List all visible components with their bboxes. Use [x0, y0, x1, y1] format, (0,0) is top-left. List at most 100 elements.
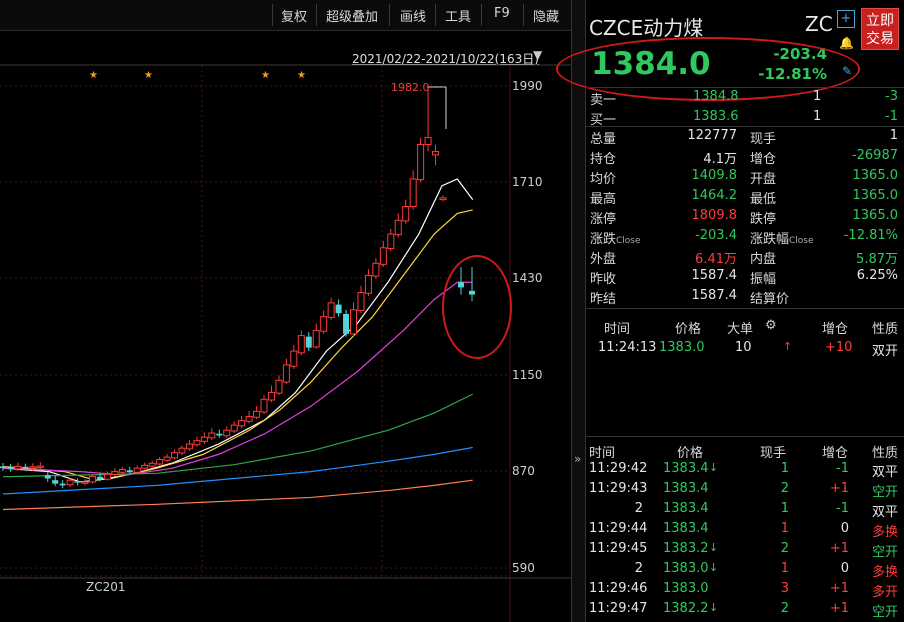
- event-star-icon[interactable]: ★: [261, 70, 270, 81]
- tick-type: 双平: [872, 465, 899, 480]
- tick-row[interactable]: 11:29:42 1383.4 ↓ 1 -1 双平: [585, 460, 904, 480]
- candle-body: [282, 364, 290, 383]
- candle-body: [118, 469, 126, 473]
- panel-divider[interactable]: [571, 0, 586, 622]
- stat-row: 均价 1409.8 开盘 1365.0: [585, 167, 904, 187]
- tick-row[interactable]: 2 1383.4 1 -1 双平: [585, 500, 904, 520]
- candle-body: [327, 302, 335, 318]
- stat-label: 涨跌幅Close: [750, 232, 814, 247]
- stat-label: 涨跌Close: [590, 232, 641, 247]
- candle-body: [96, 476, 103, 480]
- stat-label: 结算价: [750, 292, 790, 307]
- expand-arrow-icon[interactable]: »: [574, 452, 582, 466]
- stat-row: 昨收 1587.4 振幅 6.25%: [585, 267, 904, 287]
- candle-body: [267, 391, 275, 401]
- tick-type: 多换: [872, 525, 899, 540]
- stat-value: 1409.8: [691, 168, 738, 183]
- header-time: 时间: [604, 322, 631, 337]
- tick-price: 1383.2: [663, 541, 709, 556]
- big-order-row: 11:24:13 1383.0 10 ↑ +10 双开: [585, 339, 904, 359]
- header-oi-change: 增仓: [822, 446, 849, 461]
- super-overlay-button[interactable]: 超级叠加: [326, 10, 379, 25]
- stat-row: 持仓 4.1万 增仓 -26987: [585, 147, 904, 167]
- tick-row[interactable]: 11:29:45 1383.2 ↓ 2 +1 空开: [585, 540, 904, 560]
- event-star-icon[interactable]: ★: [89, 70, 98, 81]
- y-tick-label: 1710: [512, 175, 543, 189]
- ask-volume: 1: [813, 89, 822, 104]
- tick-oi-change: +1: [829, 541, 849, 556]
- trade-button-line: 立即: [866, 13, 894, 29]
- tick-oi-change: 0: [840, 521, 849, 536]
- tools-button[interactable]: 工具: [445, 10, 472, 25]
- f9-button[interactable]: F9: [494, 6, 510, 21]
- big-order-header: 时间 价格 大单 ⚙ 增仓 性质: [585, 317, 904, 337]
- event-star-icon[interactable]: ★: [297, 70, 306, 81]
- candle-body: [193, 440, 201, 446]
- trade-now-button[interactable]: 立即 交易: [861, 8, 899, 50]
- stat-label: 现手: [750, 132, 777, 147]
- candle-body: [350, 309, 358, 335]
- stat-label: 最高: [590, 192, 617, 207]
- tick-time: 2: [634, 501, 643, 516]
- tick-price: 1383.4: [663, 481, 709, 496]
- candle-body: [260, 398, 268, 413]
- add-watchlist-icon[interactable]: +: [837, 10, 855, 28]
- candle-body: [245, 416, 253, 422]
- bid-row: 买一 1383.6 1 -1: [585, 108, 904, 128]
- ask-label: 卖一: [590, 93, 617, 108]
- y-tick-label: 1150: [512, 368, 543, 382]
- hide-button[interactable]: 隐藏: [533, 10, 560, 25]
- candle-body: [335, 304, 342, 314]
- candle-body: [66, 479, 74, 486]
- tick-type: 多开: [872, 585, 899, 600]
- tick-row[interactable]: 2 1383.0 ↓ 1 0 多换: [585, 560, 904, 580]
- tick-row[interactable]: 11:29:44 1383.4 1 0 多换: [585, 520, 904, 540]
- date-range-selector[interactable]: 2021/02/22-2021/10/22(163日): [352, 52, 539, 66]
- candle-body: [7, 467, 14, 469]
- event-star-icon[interactable]: ★: [144, 70, 153, 81]
- bid-label: 买一: [590, 113, 617, 128]
- candle-body: [29, 466, 37, 469]
- candle-body: [126, 470, 133, 473]
- tick-price: 1383.4: [663, 521, 709, 536]
- instrument-title: CZCE动力煤: [589, 16, 704, 40]
- bid-price: 1383.6: [693, 109, 739, 124]
- tick-row[interactable]: 11:29:46 1383.0 3 +1 多开: [585, 580, 904, 600]
- stat-value: -203.4: [695, 228, 737, 243]
- candle-body: [163, 456, 171, 461]
- quote-panel: CZCE动力煤 ZC + 🔔 立即 交易 1384.0 -203.4 -12.8…: [556, 0, 904, 622]
- fuquan-button[interactable]: 复权: [281, 10, 308, 25]
- stat-row: 总量 122777 现手 1: [585, 127, 904, 147]
- y-tick-label: 1990: [512, 79, 543, 93]
- candle-body: [432, 150, 440, 156]
- candle-body: [148, 462, 156, 467]
- candle-body: [44, 475, 51, 479]
- dropdown-arrow-icon[interactable]: ▼: [533, 48, 543, 62]
- bid-volume: 1: [813, 109, 822, 124]
- tick-row[interactable]: 11:29:43 1383.4 2 +1 空开: [585, 480, 904, 500]
- down-arrow-icon: ↓: [709, 601, 719, 614]
- candle-body: [111, 471, 119, 475]
- tick-oi-change: +1: [829, 581, 849, 596]
- stat-value: 1464.2: [691, 188, 738, 203]
- annotation-circle: [442, 255, 512, 359]
- stat-label: 均价: [590, 172, 617, 187]
- candle-body: [402, 206, 410, 222]
- divider: [585, 126, 904, 127]
- candle-body: [343, 313, 350, 334]
- candle-body: [88, 475, 96, 483]
- stat-label: 振幅: [750, 272, 777, 287]
- toolbar-divider: [523, 4, 524, 26]
- tick-time: 11:29:45: [589, 541, 648, 556]
- ma20-line: [2, 281, 473, 476]
- trade-button-line: 交易: [866, 31, 894, 47]
- tick-row[interactable]: 11:29:47 1382.2 ↓ 2 +1 空开: [585, 600, 904, 620]
- candle-body: [141, 464, 149, 469]
- draw-line-button[interactable]: 画线: [400, 10, 427, 25]
- stat-value: 1: [889, 128, 898, 143]
- candlestick-chart[interactable]: ★ ★ ★ ★ 1982.0 ZC201: [0, 30, 571, 622]
- tick-qty: 2: [780, 541, 789, 556]
- bell-icon[interactable]: 🔔: [839, 36, 854, 50]
- settings-gear-icon[interactable]: ⚙: [765, 318, 777, 333]
- tick-oi-change: -1: [836, 501, 849, 516]
